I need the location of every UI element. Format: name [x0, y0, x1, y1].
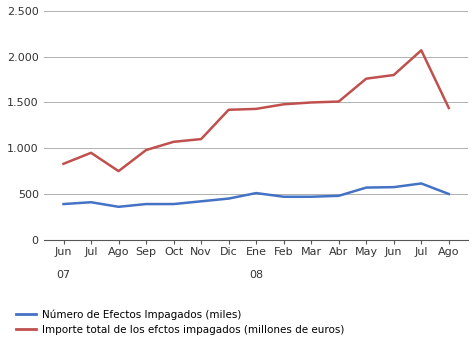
Text: 08: 08 [249, 270, 263, 280]
Text: 07: 07 [57, 270, 71, 280]
Legend: Número de Efectos Impagados (miles), Importe total de los efctos impagados (mill: Número de Efectos Impagados (miles), Imp… [16, 309, 344, 335]
